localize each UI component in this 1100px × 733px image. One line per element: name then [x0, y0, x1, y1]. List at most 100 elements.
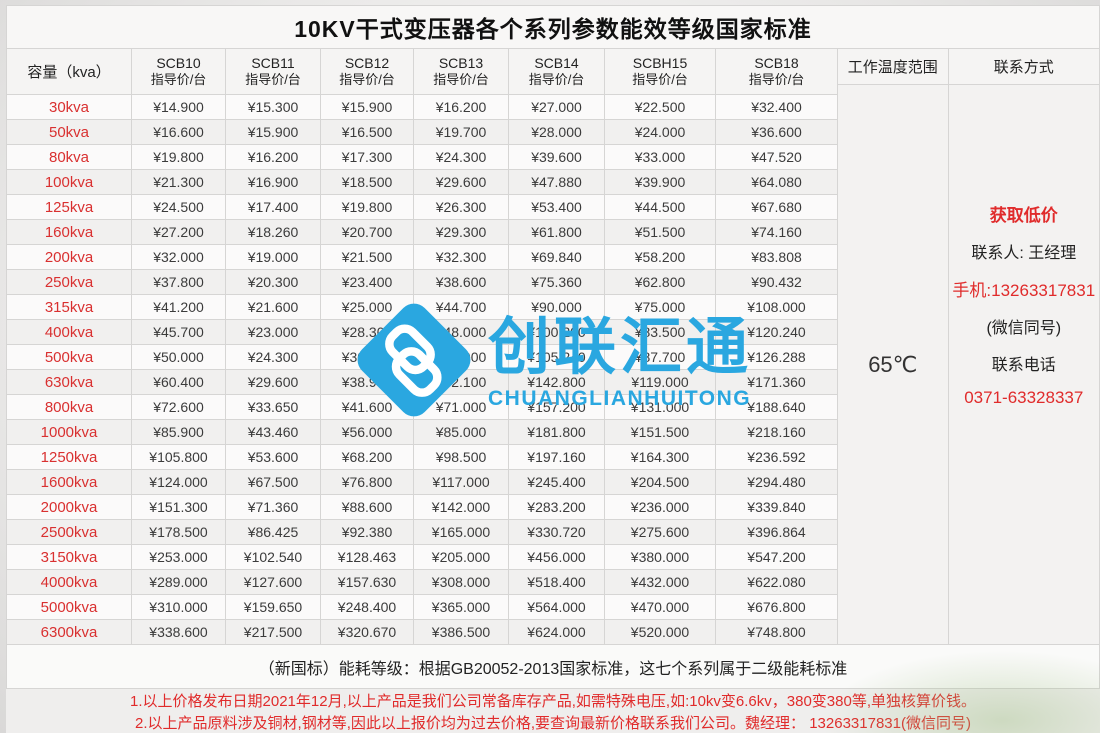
price-cell: ¥18.500: [320, 169, 414, 195]
capacity-cell: 1250kva: [6, 444, 132, 470]
price-cell: ¥20.700: [320, 219, 414, 245]
price-cell: ¥41.200: [131, 294, 226, 320]
capacity-cell: 630kva: [6, 369, 132, 395]
table-row: 2500kva ¥178.500 ¥86.425 ¥92.380 ¥165.000 ¥33…: [6, 519, 838, 545]
price-cell: ¥432.000: [604, 569, 716, 595]
price-cell: ¥29.600: [413, 169, 509, 195]
price-cell: ¥19.800: [320, 194, 414, 220]
price-cell: ¥564.000: [508, 594, 605, 620]
price-cell: ¥32.400: [715, 94, 838, 120]
price-cell: ¥204.500: [604, 469, 716, 495]
price-cell: ¥23.400: [320, 269, 414, 295]
price-cell: ¥308.000: [413, 569, 509, 595]
table-row: 315kva ¥41.200 ¥21.600 ¥25.000 ¥44.700 ¥90.00…: [6, 294, 838, 320]
price-cell: ¥33.000: [604, 144, 716, 170]
price-cell: ¥330.720: [508, 519, 605, 545]
price-cell: ¥24.300: [413, 144, 509, 170]
price-cell: ¥36.600: [715, 119, 838, 145]
price-cell: ¥188.640: [715, 394, 838, 420]
price-cell: ¥41.600: [320, 394, 414, 420]
table-row: 6300kva ¥338.600 ¥217.500 ¥320.670 ¥386.500 ¥…: [6, 619, 838, 645]
price-cell: ¥157.630: [320, 569, 414, 595]
capacity-cell: 500kva: [6, 344, 132, 370]
price-cell: ¥253.000: [131, 544, 226, 570]
price-cell: ¥98.500: [413, 444, 509, 470]
price-cell: ¥157.200: [508, 394, 605, 420]
price-cell: ¥386.500: [413, 619, 509, 645]
price-cell: ¥100.200: [508, 319, 605, 345]
price-cell: ¥178.500: [131, 519, 226, 545]
price-cell: ¥142.800: [508, 369, 605, 395]
price-cell: ¥142.000: [413, 494, 509, 520]
price-cell: ¥21.500: [320, 244, 414, 270]
price-cell: ¥105.240: [508, 344, 605, 370]
price-cell: ¥14.900: [131, 94, 226, 120]
price-cell: ¥294.480: [715, 469, 838, 495]
price-cell: ¥61.800: [508, 219, 605, 245]
price-cell: ¥338.600: [131, 619, 226, 645]
price-cell: ¥27.000: [508, 94, 605, 120]
price-cell: ¥20.300: [225, 269, 321, 295]
capacity-cell: 200kva: [6, 244, 132, 270]
price-note-2: 2.以上产品原料涉及铜材,钢材等,因此以上报价均为过去价格,要查询最新价格联系我…: [6, 711, 1100, 733]
price-cell: ¥47.520: [715, 144, 838, 170]
column-header-scb13: SCB13 指导价/台: [413, 48, 509, 95]
price-cell: ¥24.000: [604, 119, 716, 145]
main-table-area: 容量（kva） SCB10 指导价/台 SCB11 指导价/台 SCB12 指导…: [6, 48, 1100, 645]
price-cell: ¥51.500: [604, 219, 716, 245]
price-cell: ¥218.160: [715, 419, 838, 445]
price-cell: ¥22.500: [604, 94, 716, 120]
price-cell: ¥16.600: [131, 119, 226, 145]
capacity-cell: 1000kva: [6, 419, 132, 445]
table-row: 1000kva ¥85.900 ¥43.460 ¥56.000 ¥85.000 ¥181.…: [6, 419, 838, 445]
price-cell: ¥30.600: [320, 344, 414, 370]
price-cell: ¥83.808: [715, 244, 838, 270]
capacity-cell: 160kva: [6, 219, 132, 245]
price-cell: ¥75.000: [604, 294, 716, 320]
price-cell: ¥15.900: [225, 119, 321, 145]
price-cell: ¥105.800: [131, 444, 226, 470]
price-cell: ¥124.000: [131, 469, 226, 495]
temperature-cell: 65℃: [838, 85, 949, 645]
price-cell: ¥69.840: [508, 244, 605, 270]
price-cell: ¥85.900: [131, 419, 226, 445]
column-header-scb18: SCB18 指导价/台: [715, 48, 838, 95]
price-cell: ¥456.000: [508, 544, 605, 570]
price-cell: ¥26.300: [413, 194, 509, 220]
price-cell: ¥518.400: [508, 569, 605, 595]
wechat-note: (微信同号): [986, 320, 1062, 337]
price-cell: ¥102.540: [225, 544, 321, 570]
price-cell: ¥87.700: [604, 344, 716, 370]
price-cell: ¥380.000: [604, 544, 716, 570]
price-cell: ¥159.650: [225, 594, 321, 620]
price-cell: ¥19.700: [413, 119, 509, 145]
capacity-cell: 125kva: [6, 194, 132, 220]
table-row: 30kva ¥14.900 ¥15.300 ¥15.900 ¥16.200 ¥27.000…: [6, 94, 838, 120]
price-cell: ¥68.200: [320, 444, 414, 470]
price-cell: ¥28.300: [320, 319, 414, 345]
promo-label: 获取低价: [989, 206, 1058, 225]
table-row: 200kva ¥32.000 ¥19.000 ¥21.500 ¥32.300 ¥69.84…: [6, 244, 838, 270]
price-cell: ¥396.864: [715, 519, 838, 545]
price-cell: ¥21.300: [131, 169, 226, 195]
column-header-contact: 联系方式: [948, 49, 1100, 85]
price-cell: ¥71.000: [413, 394, 509, 420]
price-cell: ¥622.080: [715, 569, 838, 595]
price-cell: ¥19.000: [225, 244, 321, 270]
price-cell: ¥119.000: [604, 369, 716, 395]
column-header-scb10: SCB10 指导价/台: [131, 48, 226, 95]
price-cell: ¥72.600: [131, 394, 226, 420]
price-cell: ¥18.260: [225, 219, 321, 245]
price-cell: ¥38.930: [320, 369, 414, 395]
table-row: 5000kva ¥310.000 ¥159.650 ¥248.400 ¥365.000 ¥…: [6, 594, 838, 620]
standard-note: （新国标）能耗等级：根据GB20052-2013国家标准，这七个系列属于二级能耗…: [6, 645, 1100, 689]
price-cell: ¥151.500: [604, 419, 716, 445]
table-row: 50kva ¥16.600 ¥15.900 ¥16.500 ¥19.700 ¥28.000…: [6, 119, 838, 145]
table-header-row: 容量（kva） SCB10 指导价/台 SCB11 指导价/台 SCB12 指导…: [6, 48, 838, 95]
contact-column: 联系方式 获取低价 联系人: 王经理 手机:13263317831 (微信同号)…: [948, 48, 1100, 645]
capacity-cell: 1600kva: [6, 469, 132, 495]
table-row: 2000kva ¥151.300 ¥71.360 ¥88.600 ¥142.000 ¥28…: [6, 494, 838, 520]
price-cell: ¥624.000: [508, 619, 605, 645]
price-cell: ¥236.000: [604, 494, 716, 520]
price-cell: ¥17.300: [320, 144, 414, 170]
